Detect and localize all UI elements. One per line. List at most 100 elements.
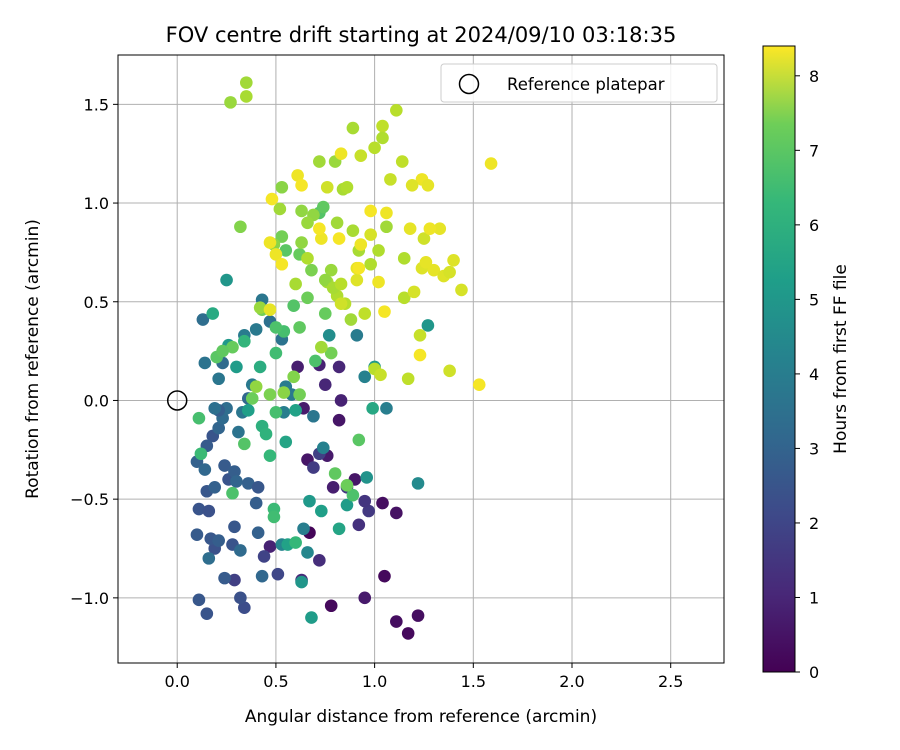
- data-point: [238, 601, 251, 615]
- data-point: [334, 277, 348, 291]
- data-point: [316, 441, 330, 455]
- data-point: [234, 591, 247, 605]
- data-point: [322, 329, 336, 342]
- x-tick-label: 2.5: [658, 672, 683, 691]
- data-point: [212, 534, 225, 547]
- data-point: [390, 103, 403, 117]
- data-point: [305, 263, 318, 277]
- colorbar-tick-label: 2: [809, 514, 819, 533]
- data-point: [380, 206, 393, 220]
- colorbar-tick-label: 0: [809, 663, 819, 682]
- data-point: [194, 447, 208, 461]
- data-point: [411, 477, 425, 490]
- colorbar-tick-label: 5: [809, 290, 819, 309]
- data-point: [330, 216, 344, 230]
- y-tick-label: 0.5: [84, 293, 109, 312]
- data-point: [196, 313, 210, 326]
- data-point: [332, 360, 346, 374]
- data-point: [238, 334, 251, 348]
- data-point: [332, 522, 346, 536]
- grid: [118, 55, 724, 663]
- data-point: [303, 494, 316, 508]
- data-point: [340, 180, 354, 194]
- x-axis-label: Angular distance from reference (arcmin): [245, 707, 597, 727]
- data-point: [344, 313, 358, 326]
- data-point: [249, 380, 263, 393]
- data-point: [423, 222, 437, 236]
- data-point: [291, 360, 304, 374]
- data-point: [253, 360, 267, 374]
- data-point: [301, 546, 314, 559]
- data-point: [484, 157, 498, 170]
- data-point: [332, 413, 346, 427]
- data-point: [352, 518, 366, 532]
- data-point: [259, 427, 273, 441]
- x-tick-label: 1.0: [362, 672, 387, 691]
- y-tick-label: 1.0: [84, 194, 109, 213]
- data-point: [374, 368, 387, 382]
- data-point: [358, 591, 372, 605]
- data-point: [269, 346, 283, 360]
- data-point: [419, 255, 433, 269]
- data-point: [315, 340, 328, 354]
- data-point: [293, 321, 306, 334]
- data-point: [403, 222, 417, 236]
- colorbar-tick-label: 6: [809, 216, 819, 235]
- data-point: [366, 402, 379, 415]
- data-point: [397, 291, 411, 305]
- data-point: [263, 449, 277, 463]
- data-point: [295, 178, 308, 192]
- colorbar-tick-label: 7: [809, 141, 819, 160]
- data-point: [413, 329, 427, 342]
- data-point: [301, 216, 314, 230]
- colorbar: 0 1 2 3 4 5 6 7 8 Hours from first FF file: [762, 45, 851, 682]
- data-point: [318, 378, 332, 391]
- data-point: [318, 307, 332, 320]
- data-point: [263, 303, 277, 316]
- data-point: [263, 540, 277, 553]
- y-tick-label: 0.0: [84, 391, 109, 410]
- y-tick-label: −1.0: [70, 589, 109, 608]
- data-point: [240, 90, 253, 103]
- x-axis-ticks: 0.0 0.5 1.0 1.5 2.0 2.5: [164, 663, 683, 691]
- data-point: [313, 554, 326, 567]
- y-axis-label: Rotation from reference (arcmin): [23, 219, 43, 499]
- data-point: [206, 307, 220, 320]
- data-point: [417, 232, 431, 245]
- legend-open-circle-icon: [458, 73, 480, 95]
- plot-frame: [117, 54, 725, 664]
- data-point: [263, 236, 277, 249]
- data-point: [313, 222, 326, 236]
- data-point: [421, 178, 435, 192]
- data-point: [350, 329, 364, 342]
- data-point: [289, 404, 302, 417]
- data-point: [378, 569, 391, 583]
- data-point: [190, 528, 204, 541]
- data-point: [324, 599, 338, 613]
- data-point: [269, 321, 283, 334]
- data-point: [372, 275, 385, 289]
- x-tick-label: 2.0: [559, 672, 584, 691]
- data-point: [320, 180, 334, 194]
- data-point: [307, 461, 320, 474]
- data-point: [346, 224, 360, 237]
- data-point: [218, 571, 231, 585]
- colorbar-ticks: 0 1 2 3 4 5 6 7 8: [795, 67, 819, 682]
- data-point: [257, 550, 271, 563]
- data-point: [334, 394, 348, 407]
- data-point: [291, 169, 304, 182]
- data-point: [279, 244, 293, 257]
- data-point: [364, 228, 377, 241]
- data-point: [354, 149, 368, 162]
- data-point: [352, 261, 366, 275]
- data-point: [309, 354, 322, 368]
- data-point: [401, 627, 415, 640]
- data-point: [332, 232, 346, 245]
- data-point: [275, 257, 289, 271]
- data-point: [208, 402, 222, 415]
- data-point: [443, 364, 456, 378]
- chart-title: FOV centre drift starting at 2024/09/10 …: [166, 23, 677, 47]
- data-point: [249, 496, 263, 510]
- data-point: [315, 504, 328, 518]
